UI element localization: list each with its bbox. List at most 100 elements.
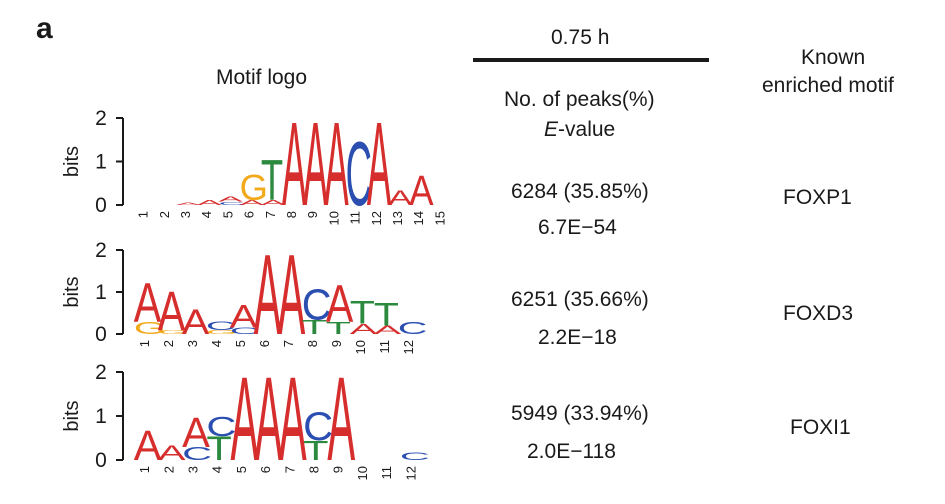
logo-letter-C: C <box>230 326 260 336</box>
position-label: 8 <box>307 466 322 473</box>
row-1-known-motif: FOXP1 <box>783 186 852 209</box>
row-1-evalue: 6.7E−54 <box>538 216 617 239</box>
yaxis-label: bits <box>61 276 83 307</box>
logo-letter-C: C <box>346 122 372 224</box>
row-2-evalue: 2.2E−18 <box>538 326 617 349</box>
position-label: 3 <box>178 211 193 218</box>
evalue-header-italic: E <box>544 118 559 141</box>
logo-letter-A: A <box>374 324 403 337</box>
position-label: 4 <box>199 211 214 218</box>
logo-letter-C: C <box>302 280 332 330</box>
position-label: 10 <box>353 340 368 354</box>
known-motif-header-line1: Known <box>801 46 866 69</box>
logo-letter-A: A <box>240 198 265 206</box>
logo-letter-T: T <box>303 436 328 467</box>
known-motif-header-line2: enriched motif <box>762 74 894 97</box>
ytick-label: 0 <box>95 323 107 346</box>
ytick-label: 2 <box>95 107 107 130</box>
logo-letter-T: T <box>206 431 231 468</box>
logo-letter-A: A <box>182 408 211 456</box>
logo-letter-A: A <box>278 232 306 360</box>
logo-letter-A: A <box>176 202 201 206</box>
position-label: 1 <box>136 211 151 218</box>
panel-label: a <box>36 12 53 45</box>
ytick-label: 1 <box>95 151 107 174</box>
logo-letter-A: A <box>197 198 222 206</box>
logo-letter-A: A <box>255 353 283 487</box>
logo-letter-T: T <box>261 148 283 213</box>
logo-letter-A: A <box>367 98 392 230</box>
position-label: 4 <box>209 340 224 347</box>
ytick-label: 2 <box>95 361 107 384</box>
position-label: 7 <box>263 211 278 218</box>
position-label: 14 <box>411 211 426 225</box>
logo-letter-G: G <box>240 167 268 208</box>
position-label: 11 <box>377 340 392 354</box>
position-label: 2 <box>161 340 176 347</box>
logo-letter-A: A <box>324 98 349 230</box>
logo-letter-G: G <box>206 329 238 336</box>
logo-letter-A: A <box>261 198 286 206</box>
timepoint-header: 0.75 h <box>551 26 610 49</box>
ytick-label: 0 <box>95 449 107 472</box>
position-label: 7 <box>281 340 296 347</box>
position-label: 13 <box>390 211 405 225</box>
logo-letter-A: A <box>230 298 258 335</box>
logo-letter-C: C <box>218 201 244 207</box>
logo-letter-A: A <box>327 353 355 487</box>
peaks-column-header: No. of peaks(%) <box>504 88 655 111</box>
logo-letter-A: A <box>182 303 210 342</box>
logo-letter-A: A <box>254 232 282 360</box>
position-label: 6 <box>242 211 257 218</box>
yaxis-label: bits <box>61 400 83 431</box>
position-label: 3 <box>186 466 201 473</box>
position-label: 15 <box>432 211 447 225</box>
position-label: 9 <box>305 211 320 218</box>
logo-letter-A: A <box>409 167 434 214</box>
logo-letter-T: T <box>326 318 351 338</box>
header-divider <box>473 58 709 62</box>
logo-letter-C: C <box>206 412 236 443</box>
position-label: 12 <box>369 211 384 225</box>
logo-letter-A: A <box>134 273 162 334</box>
ytick-label: 1 <box>95 281 107 304</box>
logo-letter-A: A <box>326 275 354 334</box>
evalue-column-header: E-value <box>544 118 615 142</box>
position-label: 8 <box>305 340 320 347</box>
logo-letter-C: C <box>400 450 430 462</box>
ytick-label: 2 <box>95 239 107 262</box>
ytick-label: 1 <box>95 405 107 428</box>
position-label: 9 <box>331 466 346 473</box>
motif-logo-header: Motif logo <box>216 66 308 89</box>
logo-letter-T: T <box>374 296 399 333</box>
logo-letter-A: A <box>231 353 259 487</box>
logo-letter-A: A <box>134 421 163 469</box>
logo-letter-C: C <box>182 443 212 464</box>
position-label: 10 <box>326 211 341 225</box>
ytick-label: 0 <box>95 194 107 217</box>
row-3-known-motif: FOXI1 <box>790 416 851 439</box>
logo-letter-A: A <box>282 98 307 230</box>
position-label: 1 <box>137 466 152 473</box>
logo-letter-A: A <box>303 98 328 230</box>
logo-letter-A: A <box>388 186 412 210</box>
position-label: 5 <box>233 340 248 347</box>
evalue-header-suffix: -value <box>558 118 616 141</box>
position-label: 6 <box>257 340 272 347</box>
logo-letter-A: A <box>279 353 307 487</box>
logo-letter-C: C <box>398 318 428 338</box>
position-label: 5 <box>220 211 235 218</box>
logo-letter-T: T <box>350 294 375 331</box>
yaxis-label: bits <box>61 146 83 177</box>
position-label: 8 <box>284 211 299 218</box>
position-label: 4 <box>210 466 225 473</box>
row-1-peaks: 6284 (35.85%) <box>511 180 649 203</box>
row-2-known-motif: FOXD3 <box>783 302 854 325</box>
position-label: 12 <box>401 340 416 354</box>
row-2-peaks: 6251 (35.66%) <box>511 288 649 311</box>
logo-letter-G: G <box>158 329 190 336</box>
